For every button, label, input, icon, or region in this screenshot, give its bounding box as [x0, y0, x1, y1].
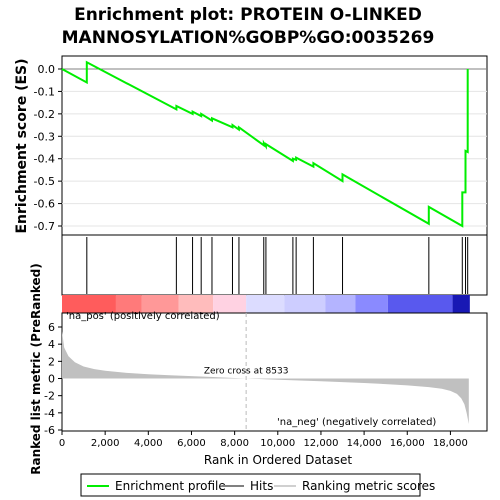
metric-tick-label: 6 — [48, 321, 55, 334]
x-tick-label: 6,000 — [177, 438, 206, 449]
ranking-metric-area — [62, 331, 469, 424]
zero-cross-label: Zero cross at 8533 — [204, 367, 289, 377]
colorbar-segment — [62, 295, 116, 313]
es-tick-label: -0.7 — [34, 220, 55, 233]
es-tick-label: -0.4 — [34, 153, 55, 166]
negative-correlation-label: 'na_neg' (negatively correlated) — [277, 417, 436, 428]
colorbar-segment — [355, 295, 388, 313]
colorbar-segment — [325, 295, 356, 313]
enrichment-profile-line — [61, 60, 469, 228]
metric-tick-label: -4 — [44, 407, 55, 420]
x-tick-label: 18,000 — [433, 438, 468, 449]
metric-y-ticks: 6 4 2 0 -2 -4 -6 — [44, 321, 62, 437]
x-tick-label: 4,000 — [134, 438, 163, 449]
metric-tick-label: 2 — [48, 355, 55, 368]
positive-correlation-label: 'na_pos' (positively correlated) — [66, 311, 220, 322]
x-tick-label: 12,000 — [303, 438, 338, 449]
x-tick-label: 2,000 — [91, 438, 120, 449]
hits-panel-frame — [61, 234, 488, 296]
x-axis-ticks: 0 2,000 4,000 6,000 8,000 10,000 12,000 14,000 1… — [59, 431, 468, 449]
metric-tick-label: 4 — [48, 338, 55, 351]
colorbar-segment — [213, 295, 247, 313]
es-tick-label: -0.3 — [34, 130, 55, 143]
metric-tick-label: 0 — [48, 373, 55, 386]
es-tick-label: -0.6 — [34, 198, 55, 211]
metric-axis-label: Ranked list metric (PreRanked) — [29, 263, 43, 475]
colorbar-segment — [452, 295, 470, 313]
colorbar-segment — [141, 295, 179, 313]
legend: Enrichment profile Hits Ranking metric sco… — [87, 479, 435, 493]
es-tick-label: -0.2 — [34, 108, 55, 121]
colorbar-segment — [284, 295, 326, 313]
x-tick-label: 14,000 — [347, 438, 382, 449]
chart-title-line2: MANNOSYLATION%GOBP%GO:0035269 — [62, 28, 435, 48]
es-tick-label: -0.1 — [34, 85, 55, 98]
chart-title-line1: Enrichment plot: PROTEIN O-LINKED — [74, 5, 422, 25]
metric-tick-label: -2 — [44, 390, 55, 403]
x-tick-label: 8,000 — [220, 438, 249, 449]
es-y-ticks: 0.0 -0.1 -0.2 -0.3 -0.4 -0.5 -0.6 -0.7 — [34, 63, 62, 233]
es-tick-label: -0.5 — [34, 175, 55, 188]
metric-tick-label: -6 — [44, 424, 55, 437]
x-axis-label: Rank in Ordered Dataset — [204, 453, 352, 467]
metric-panel-frame — [61, 312, 488, 432]
legend-label-1: Enrichment profile — [115, 479, 226, 493]
legend-box — [80, 473, 421, 497]
colorbar-segment — [246, 295, 285, 313]
ranking-colorbar — [62, 295, 470, 313]
es-axis-label: Enrichment score (ES) — [14, 58, 30, 233]
es-tick-label: 0.0 — [38, 63, 56, 76]
colorbar-segment — [387, 295, 453, 313]
hit-markers — [86, 237, 469, 294]
x-tick-label: 0 — [59, 438, 65, 449]
colorbar-segment — [178, 295, 214, 313]
x-tick-label: 10,000 — [260, 438, 295, 449]
x-tick-label: 16,000 — [390, 438, 425, 449]
colorbar-segment — [115, 295, 142, 313]
legend-label-3: Ranking metric scores — [302, 479, 435, 493]
legend-label-2: Hits — [250, 479, 273, 493]
